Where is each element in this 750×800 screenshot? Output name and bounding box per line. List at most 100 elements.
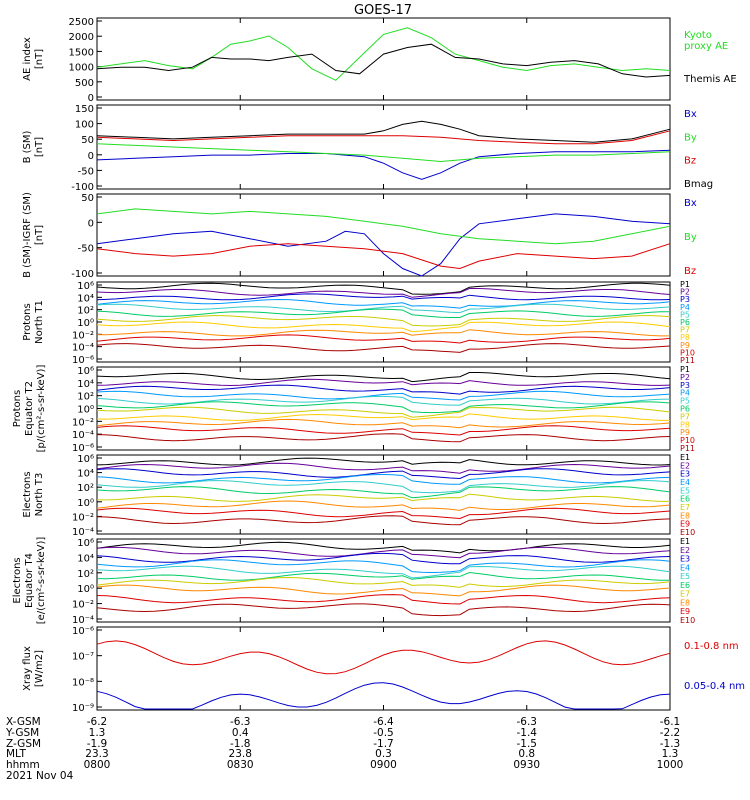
legend-entry: Bz	[684, 266, 696, 277]
panel-2: 150 100 50 0 -50 -100 B (SM) [nT] Bx By Bz Bmag	[22, 104, 713, 193]
series-line-p1	[96, 372, 671, 383]
series-line-e7	[96, 576, 671, 588]
y-tick-label: 500	[75, 78, 94, 89]
legend-entry: E9	[680, 607, 690, 616]
y-tick-label: 10⁴	[77, 553, 94, 564]
series-line-p2	[96, 378, 671, 387]
legend-entry: By	[684, 132, 697, 143]
y-tick-label: 0	[88, 93, 94, 104]
ephemeris-value: -2.2	[659, 726, 681, 739]
y-tick-label: 10⁴	[77, 379, 94, 390]
y-axis-label: [W/m2]	[34, 650, 45, 687]
y-tick-label: 10⁶	[77, 538, 94, 549]
ephemeris-value: 1000	[656, 759, 684, 772]
series-line-e9	[96, 507, 671, 520]
ephemeris-value: -6.1	[659, 716, 681, 728]
y-tick-label: 10⁻⁶	[72, 443, 94, 454]
legend-entry: E8	[680, 511, 690, 520]
series-line-p8	[96, 321, 671, 333]
y-tick-label: 10⁻⁶	[72, 626, 94, 637]
series-line-p11	[96, 433, 671, 443]
series-line-e8	[96, 500, 671, 511]
panel-3: 50 0 -50 -100 B (SM)-IGRF (SM) [nT] Bx By Bz	[22, 192, 697, 280]
legend-entry: P5	[680, 310, 690, 319]
legend-entry: P1	[680, 280, 690, 289]
y-tick-label: 10⁴	[77, 293, 94, 304]
ephemeris-value: 0.3	[375, 748, 392, 761]
ephemeris-value: 0.4	[231, 726, 249, 739]
legend-entry: P9	[680, 428, 690, 437]
legend-entry: P6	[680, 318, 690, 327]
y-axis-label: North T1	[34, 300, 45, 344]
y-tick-label: 50	[81, 193, 94, 204]
legend-entry: P3	[680, 381, 690, 390]
y-tick-label: 10²	[77, 306, 94, 317]
legend-entry: P7	[680, 412, 690, 421]
series-line-0-1-0-8-nm	[96, 640, 671, 675]
legend-entry: E3	[680, 555, 690, 564]
series-line-p8	[96, 413, 670, 421]
legend-entry: E5	[680, 486, 690, 495]
y-tick-label: 1500	[69, 47, 94, 58]
legend-entry: E5	[680, 572, 690, 581]
ephemeris-value: 1.3	[661, 748, 679, 761]
ephemeris-column: -6.2 1.3 -1.9 23.3 0800	[67, 717, 127, 771]
panel-frame	[96, 17, 671, 101]
y-tick-label: 1000	[69, 63, 94, 74]
legend-entry: P5	[680, 397, 690, 406]
series-line-bx	[96, 213, 671, 277]
legend-entry: 0.1-0.8 nm	[684, 641, 739, 652]
y-tick-label: 10²	[77, 483, 94, 494]
ephemeris-value: -0.5	[373, 726, 394, 739]
series-line-by	[96, 208, 671, 245]
y-axis-label: [nT]	[34, 225, 45, 245]
series-line-p4	[96, 390, 671, 401]
legend-entry: Themis AE	[683, 74, 737, 85]
y-axis-label: AE index	[22, 37, 33, 81]
legend-entry: P7	[680, 326, 690, 335]
ephemeris-value: 1.3	[88, 726, 106, 739]
y-tick-label: 10⁻⁶	[72, 355, 94, 366]
series-line-e2	[96, 546, 671, 559]
y-tick-label: 10⁻²	[72, 512, 94, 523]
y-tick-label: -50	[78, 166, 94, 177]
y-axis-label: [e/(cm²-s-sr-keV)]	[36, 537, 47, 625]
series-line-e10	[96, 603, 671, 617]
series-line-p7	[96, 315, 671, 327]
y-axis-label: [p/(cm²-s-sr-keV)]	[36, 365, 47, 453]
y-tick-label: 100	[75, 120, 94, 131]
legend-entry: E4	[680, 478, 690, 487]
y-tick-label: -100	[71, 182, 94, 193]
y-axis-label: Protons	[22, 303, 33, 340]
legend-entry: E3	[680, 470, 690, 479]
panel-7: 10⁶ 10⁴ 10² 10⁰ 10⁻² 10⁻⁴ Electrons Equator T4[…	[12, 537, 695, 626]
series-line-p11	[96, 343, 671, 353]
y-tick-label: 10⁻²	[72, 417, 94, 428]
y-axis-label: B (SM)	[22, 130, 33, 163]
series-line-bz	[96, 243, 671, 270]
series-line-e5	[96, 480, 671, 494]
series-line-bx	[96, 149, 671, 180]
ephemeris-value: 0.8	[518, 748, 536, 761]
y-axis-label: [nT]	[34, 137, 45, 157]
y-axis-label: B (SM)-IGRF (SM)	[22, 192, 33, 278]
y-tick-label: -100	[71, 269, 94, 280]
series-line-e6	[96, 486, 671, 499]
series-line-e4	[96, 559, 671, 574]
y-axis-label: Equator T2	[24, 381, 35, 436]
y-axis-label: Electrons	[12, 557, 23, 603]
y-tick-label: 10⁰	[77, 498, 94, 509]
ephemeris-label: X-GSM	[6, 716, 41, 728]
y-tick-label: 10⁻⁴	[72, 527, 94, 538]
legend-entry: E8	[680, 598, 690, 607]
ephemeris-value: -6.3	[516, 716, 538, 728]
series-line-e3	[96, 552, 671, 565]
series-line-p4	[96, 298, 671, 309]
series-line-e3	[96, 468, 671, 480]
legend-entry: E2	[680, 546, 690, 555]
plot-title: GOES-17	[354, 3, 412, 18]
series-line-e5	[96, 565, 671, 579]
legend-entry: Bmag	[684, 179, 713, 190]
